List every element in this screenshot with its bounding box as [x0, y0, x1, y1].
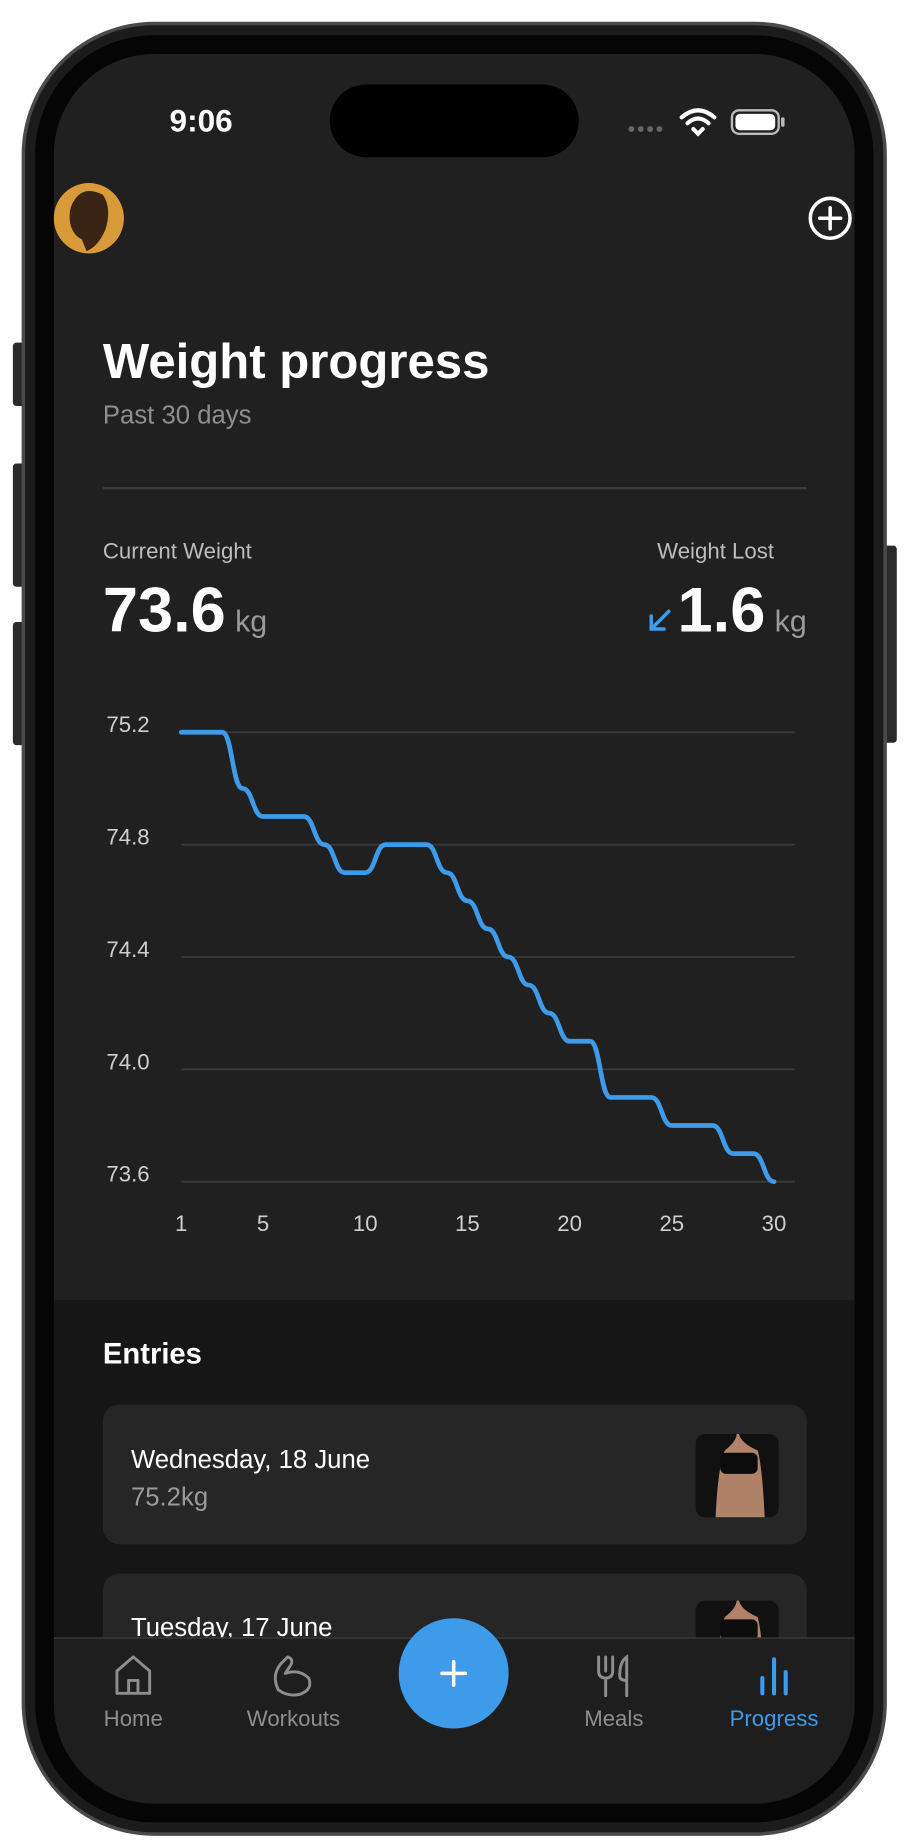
y-tick-label: 74.4: [106, 937, 149, 962]
battery-icon: [730, 109, 780, 135]
x-tick-label: 20: [557, 1211, 582, 1236]
entries-title: Entries: [103, 1338, 202, 1371]
avatar-figure: [69, 191, 109, 252]
down-arrow-icon: [649, 609, 671, 631]
weight-lost: 1.6 kg: [678, 575, 807, 645]
y-tick-label: 73.6: [106, 1162, 149, 1187]
x-tick-label: 25: [659, 1211, 684, 1236]
y-tick-label: 74.0: [106, 1049, 149, 1074]
dynamic-island: [329, 84, 579, 158]
entry-date: Tuesday, 17 June: [131, 1614, 332, 1642]
tab-label[interactable]: Progress: [730, 1706, 819, 1731]
chart: 75.274.874.474.073.61 5 10 15 20 25 30: [106, 712, 796, 1236]
wifi-icon: [679, 108, 717, 137]
x-tick-label: 10: [353, 1211, 378, 1236]
x-tick-label: 15: [455, 1211, 480, 1236]
meals-icon: [597, 1654, 629, 1698]
x-tick-label: 5: [257, 1211, 269, 1236]
progress-icon: [760, 1657, 788, 1696]
weight-lost-label: Weight Lost: [657, 539, 775, 564]
current-weight-unit: kg: [235, 604, 267, 638]
weight-lost-unit: kg: [775, 604, 807, 638]
entry-photo-top: [720, 1619, 758, 1641]
weight-lost-value: 1.6: [678, 575, 766, 645]
screen: 9:06 Weight progress Past 30 days Curren…: [53, 53, 855, 1804]
add-entry-icon: [440, 1659, 468, 1687]
signal-icon: [628, 126, 663, 133]
battery-level: [735, 113, 776, 131]
entry-photo-top: [720, 1452, 758, 1474]
battery-tip: [781, 117, 785, 127]
add-button[interactable]: [808, 196, 852, 240]
entry-date: Wednesday, 18 June: [131, 1446, 370, 1474]
tab-label[interactable]: Home: [104, 1706, 163, 1731]
entry-weight: 75.2kg: [131, 1484, 208, 1512]
workouts-icon: [273, 1655, 312, 1697]
page-subtitle: Past 30 days: [103, 402, 252, 430]
tab-label[interactable]: Meals: [584, 1706, 643, 1731]
home-icon: [115, 1655, 152, 1695]
weight-line: [178, 729, 777, 1185]
y-tick-label: 74.8: [106, 825, 149, 850]
current-weight: 73.6 kg: [103, 575, 267, 645]
current-weight-label: Current Weight: [103, 539, 253, 564]
x-tick-label: 1: [175, 1211, 187, 1236]
current-weight-value: 73.6: [103, 575, 226, 645]
x-tick-label: 30: [762, 1211, 787, 1236]
add-icon: [817, 205, 843, 231]
entry-card[interactable]: [102, 1404, 807, 1545]
status-time: 9:06: [170, 102, 233, 138]
y-tick-label: 75.2: [106, 712, 149, 737]
tab-label[interactable]: Workouts: [247, 1706, 340, 1731]
page-title: Weight progress: [103, 334, 489, 389]
